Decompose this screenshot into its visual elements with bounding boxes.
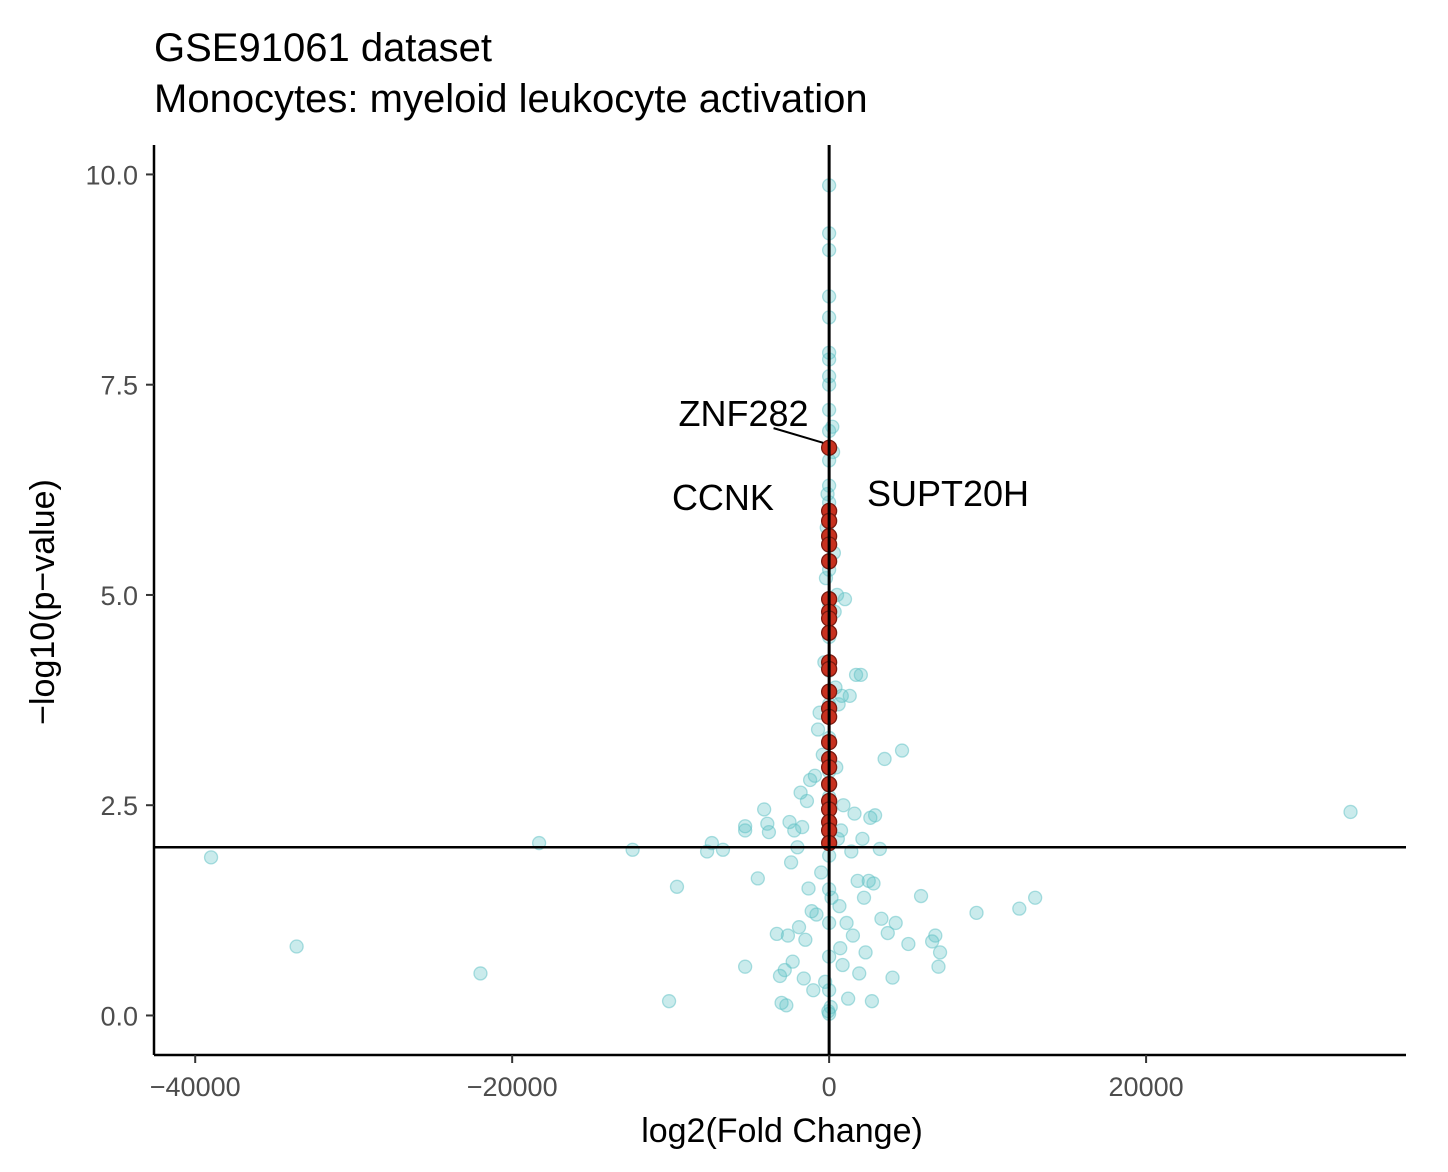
- data-point-1: [289, 939, 304, 954]
- data-point-22: [780, 928, 796, 943]
- data-point-13: [750, 871, 765, 886]
- x-tick-label-1: −20000: [467, 1072, 558, 1102]
- background-points: [203, 178, 1358, 1021]
- chart-title: GSE91061 dataset: [154, 26, 493, 70]
- data-point-109: [856, 890, 872, 905]
- y-tick-label-1: 2.5: [100, 791, 138, 821]
- annotation-leader-0: [773, 427, 824, 444]
- data-point-103: [847, 806, 862, 821]
- data-point-39: [809, 907, 824, 922]
- data-point-100: [842, 688, 857, 704]
- data-point-124: [913, 888, 929, 904]
- y-tick-label-3: 7.5: [100, 371, 138, 401]
- data-point-117: [874, 911, 889, 926]
- x-tick-label-3: 20000: [1109, 1072, 1184, 1102]
- data-point-32: [798, 932, 813, 947]
- data-point-11: [737, 819, 753, 834]
- data-point-123: [901, 936, 916, 952]
- y-axis-title: −log10(p−value): [24, 479, 62, 725]
- data-point-121: [888, 915, 903, 931]
- data-point-38: [807, 768, 823, 783]
- y-tick-label-4: 10.0: [85, 160, 138, 190]
- data-point-110: [858, 945, 873, 960]
- data-point-23: [782, 814, 797, 830]
- data-point-102: [845, 928, 861, 943]
- data-point-80: [823, 999, 838, 1015]
- data-point-9: [715, 842, 731, 857]
- data-point-99: [840, 991, 856, 1006]
- x-axis-title: log2(Fold Change): [641, 1112, 923, 1150]
- data-point-116: [872, 841, 887, 857]
- data-point-24: [783, 855, 799, 870]
- data-point-132: [1343, 804, 1358, 820]
- axes: [152, 145, 1406, 1057]
- data-point-5: [661, 994, 677, 1009]
- data-point-131: [1028, 890, 1043, 905]
- data-point-30: [795, 819, 810, 835]
- data-point-128: [932, 945, 948, 960]
- data-point-119: [880, 925, 895, 941]
- data-point-114: [866, 876, 881, 891]
- data-point-6: [669, 879, 685, 894]
- data-point-129: [969, 905, 984, 921]
- data-point-34: [801, 881, 816, 896]
- data-point-130: [1012, 901, 1027, 916]
- data-point-98: [839, 915, 854, 931]
- data-point-2: [473, 966, 488, 981]
- data-point-21: [779, 998, 794, 1013]
- data-point-108: [855, 831, 870, 847]
- data-point-25: [785, 954, 800, 969]
- reference-lines: [154, 145, 1406, 1055]
- data-point-106: [852, 966, 867, 981]
- x-tick-label-0: −40000: [150, 1072, 241, 1102]
- gene-label-znf282: ZNF282: [679, 393, 809, 434]
- y-tick-label-0: 0.0: [100, 1001, 138, 1031]
- data-point-26: [787, 823, 802, 838]
- data-point-31: [796, 971, 811, 986]
- data-point-107: [853, 667, 868, 683]
- data-point-104: [848, 667, 864, 683]
- chart-subtitle: Monocytes: myeloid leukocyte activation: [154, 77, 868, 121]
- data-point-105: [850, 873, 865, 889]
- data-point-97: [837, 592, 853, 607]
- data-point-40: [810, 722, 826, 737]
- data-point-91: [832, 898, 847, 914]
- data-point-12: [737, 959, 753, 974]
- gene-label-supt20h: SUPT20H: [867, 473, 1029, 514]
- gene-annotations: ZNF282 CCNK SUPT20H: [672, 393, 1029, 518]
- data-point-33: [799, 793, 815, 809]
- gene-label-ccnk: CCNK: [672, 477, 774, 518]
- data-point-120: [885, 970, 900, 985]
- data-point-95: [835, 957, 850, 973]
- data-point-17: [769, 926, 784, 942]
- y-tick-label-2: 5.0: [100, 581, 138, 611]
- data-point-10: [737, 823, 753, 838]
- data-point-16: [761, 824, 777, 840]
- data-point-28: [791, 920, 807, 935]
- data-point-115: [867, 808, 883, 823]
- data-point-126: [928, 928, 943, 943]
- data-point-4: [625, 842, 640, 857]
- axis-ticks: −40000 −20000 0 20000 0.0 2.5 5.0 7.5 10.0: [85, 160, 1183, 1102]
- data-point-118: [877, 751, 892, 767]
- x-tick-label-2: 0: [822, 1072, 837, 1102]
- data-point-0: [203, 850, 219, 865]
- data-point-96: [836, 798, 851, 813]
- data-point-42: [814, 865, 829, 880]
- data-point-14: [757, 802, 772, 817]
- data-point-113: [864, 994, 880, 1009]
- data-point-122: [894, 743, 910, 758]
- data-point-37: [806, 983, 821, 998]
- data-point-92: [833, 941, 848, 956]
- data-point-127: [931, 959, 946, 974]
